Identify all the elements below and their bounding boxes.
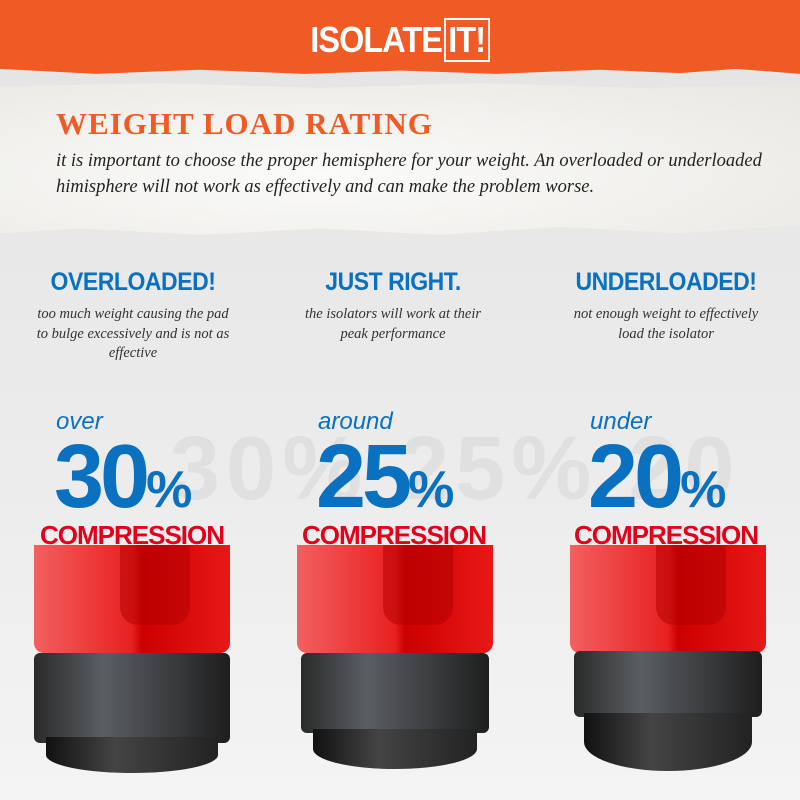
column-heading: JUST RIGHT. <box>325 268 461 296</box>
rubber-pad <box>574 651 762 717</box>
logo-box: IT! <box>443 18 490 62</box>
red-bracket <box>297 545 493 653</box>
rubber-pad <box>301 653 489 733</box>
column-heading: OVERLOADED! <box>50 268 216 296</box>
paper-panel <box>0 83 800 235</box>
hemisphere <box>313 729 477 769</box>
red-bracket <box>34 545 230 653</box>
isolator-image-overloaded <box>34 545 234 775</box>
qualifier: over <box>56 408 103 435</box>
percent-value: 30 <box>54 427 150 527</box>
logo-text: ISOLATE <box>310 19 443 60</box>
hemisphere <box>46 737 218 773</box>
compression-stat-underloaded: under 20% COMPRESSION <box>534 408 794 550</box>
column-overloaded: OVERLOADED! too much weight causing the p… <box>3 268 263 364</box>
background-watermark: 30% 25% 20 <box>170 419 741 519</box>
percent-sign: % <box>408 461 455 519</box>
page-title: WEIGHT LOAD RATING <box>56 106 433 141</box>
percent-value: 25 <box>316 427 412 527</box>
red-bracket <box>570 545 766 653</box>
isolator-image-underloaded <box>570 545 770 775</box>
percent-sign: % <box>680 461 727 519</box>
column-description: the isolators will work at their peak pe… <box>304 306 482 342</box>
column-description: not enough weight to effectively load th… <box>573 306 759 342</box>
isolator-image-just-right <box>297 545 497 775</box>
header-banner <box>0 0 800 74</box>
column-underloaded: UNDERLOADED! not enough weight to effecti… <box>536 268 796 344</box>
column-heading: UNDERLOADED! <box>575 268 757 296</box>
column-just-right: JUST RIGHT. the isolators will work at th… <box>263 268 523 344</box>
rubber-pad <box>34 653 230 743</box>
brand-logo: ISOLATE IT! <box>40 18 760 62</box>
column-description: too much weight causing the pad to bulge… <box>36 306 230 361</box>
qualifier: around <box>318 408 393 435</box>
compression-stat-overloaded: over 30% COMPRESSION <box>0 408 260 550</box>
intro-text: it is important to choose the proper hem… <box>56 151 762 197</box>
percent-sign: % <box>146 461 193 519</box>
qualifier: under <box>590 408 652 435</box>
compression-stat-just-right: around 25% COMPRESSION <box>262 408 522 550</box>
percent-value: 20 <box>588 427 684 527</box>
hemisphere <box>584 713 752 771</box>
